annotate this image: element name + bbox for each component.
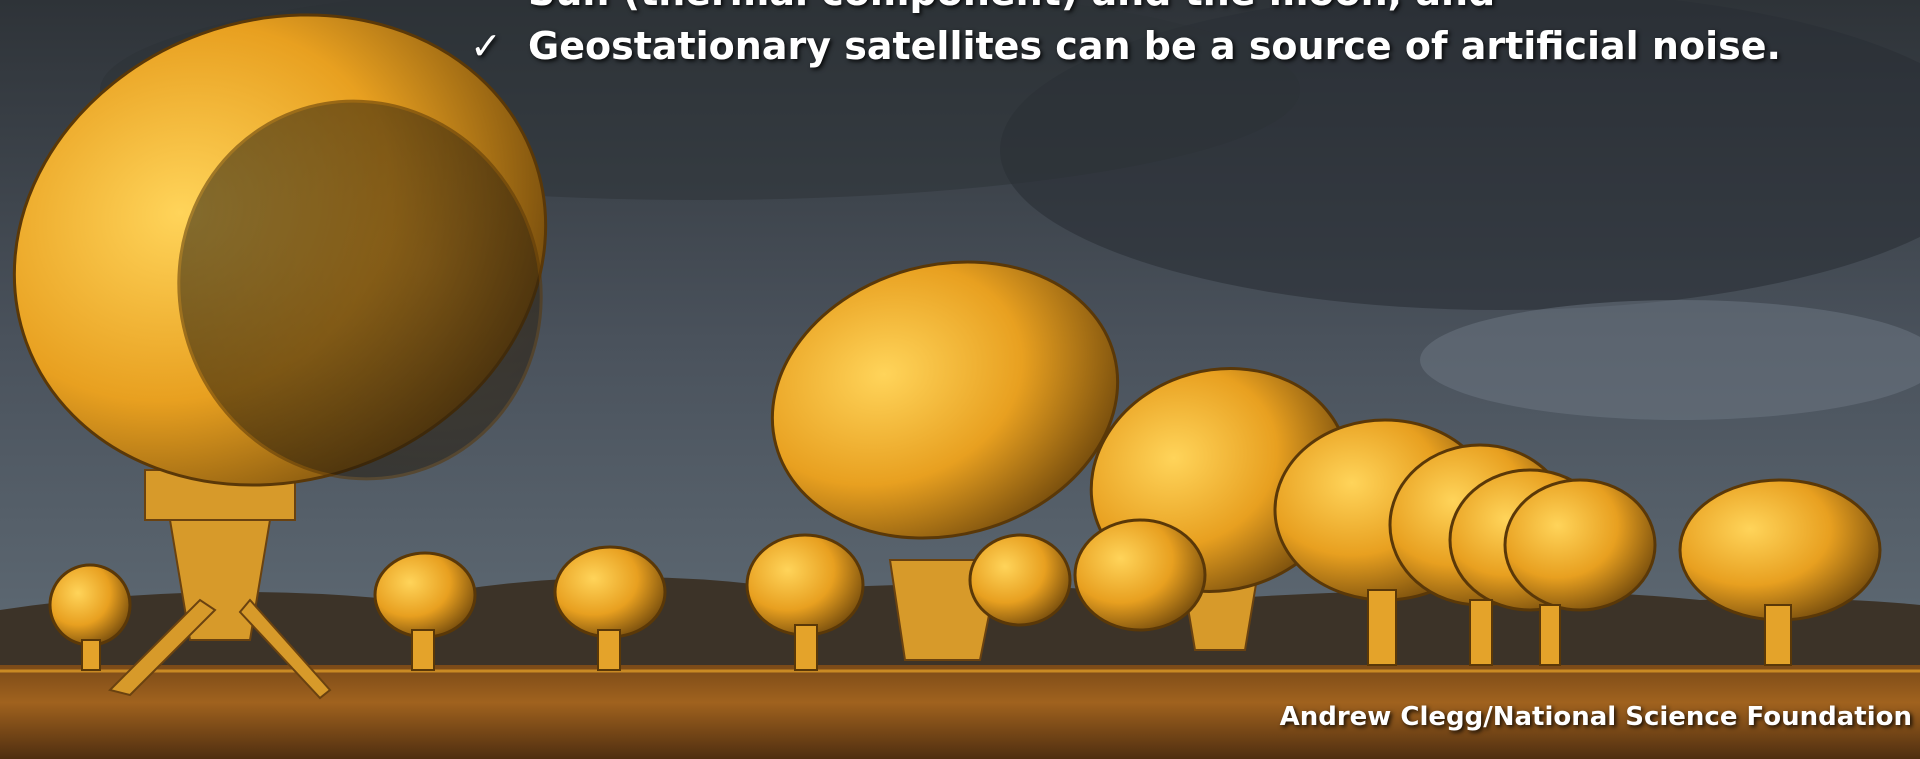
bullet-text: Geostationary satellites can be a source… [528,24,1781,68]
slide: Sun (thermal component) and the moon, an… [0,0,1920,759]
photo-credit: Andrew Clegg/National Science Foundation [1280,702,1912,732]
bullet-text: Sun (thermal component) and the moon, an… [528,0,1495,14]
bullet-marker: ✓ [470,24,502,68]
background-photo [0,0,1920,759]
